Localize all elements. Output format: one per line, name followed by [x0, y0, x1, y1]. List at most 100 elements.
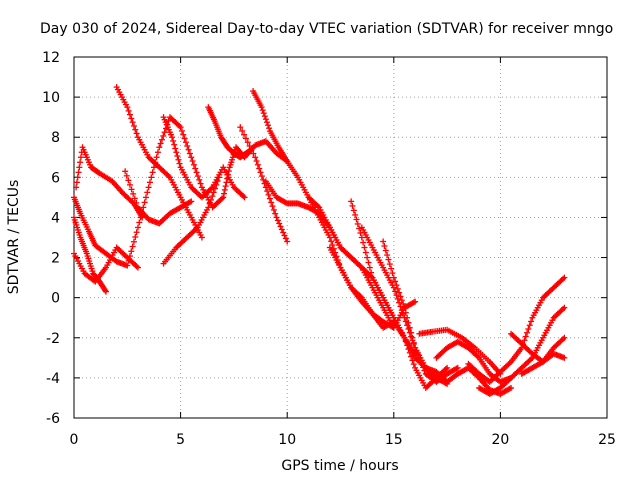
y-axis-label: SDTVAR / TECUs [6, 180, 22, 295]
data-point [186, 150, 193, 157]
data-point [276, 220, 283, 227]
data-point [129, 199, 136, 206]
data-point [404, 314, 411, 321]
data-point [241, 131, 248, 138]
data-point [130, 190, 137, 197]
data-point [561, 334, 568, 341]
data-point [182, 139, 189, 146]
data-point [221, 186, 228, 193]
data-point [188, 198, 195, 205]
data-point [266, 125, 273, 132]
data-point [185, 146, 192, 153]
data-point [384, 252, 391, 259]
data-point [133, 130, 140, 137]
data-point [214, 178, 221, 185]
data-point [561, 304, 568, 311]
data-point [213, 181, 220, 188]
data-point [257, 169, 264, 176]
data-point [506, 385, 513, 392]
data-point [169, 134, 176, 141]
data-point [560, 275, 567, 282]
data-point [102, 287, 109, 294]
data-point [122, 168, 129, 175]
data-point [244, 139, 251, 146]
data-point [130, 122, 137, 129]
data-point [128, 115, 135, 122]
data-point [189, 158, 196, 165]
data-point [130, 238, 137, 245]
data-point [361, 244, 368, 251]
data-point [146, 179, 153, 186]
data-point [173, 149, 180, 156]
data-point [193, 225, 200, 232]
data-point [240, 193, 247, 200]
data-point [128, 186, 135, 193]
data-point [348, 198, 355, 205]
y-tick-label: 4 [51, 210, 60, 226]
data-point [244, 149, 251, 156]
data-point [398, 297, 405, 304]
x-tick-label: 0 [70, 432, 79, 448]
data-point [176, 122, 183, 129]
series-track-11 [237, 124, 291, 245]
data-point [561, 274, 568, 281]
data-point [400, 310, 407, 317]
data-point [73, 179, 80, 186]
data-point [270, 206, 277, 213]
series-track-8 [160, 174, 222, 267]
y-tick-label: 12 [42, 50, 60, 66]
data-point [353, 216, 360, 223]
data-point [414, 351, 421, 358]
data-point [184, 142, 191, 149]
data-point [522, 333, 529, 340]
data-point [277, 223, 284, 230]
data-point [278, 226, 285, 233]
data-point [508, 384, 515, 391]
data-point [364, 254, 371, 261]
x-tick-label: 15 [385, 432, 403, 448]
series-track-6 [122, 168, 195, 227]
data-point [250, 150, 257, 157]
data-point [521, 337, 528, 344]
data-point [145, 184, 152, 191]
data-point [474, 353, 481, 360]
data-point [358, 234, 365, 241]
data-point [284, 238, 291, 245]
data-point [326, 234, 333, 241]
data-point [77, 154, 84, 161]
data-point [401, 304, 408, 311]
data-point [246, 142, 253, 149]
data-point [218, 195, 225, 202]
data-point [171, 141, 178, 148]
data-point [148, 174, 155, 181]
data-point [417, 357, 424, 364]
data-point [256, 165, 263, 172]
data-point [188, 154, 195, 161]
data-point [133, 229, 140, 236]
data-point [264, 188, 271, 195]
data-point [178, 127, 185, 134]
data-point [409, 334, 416, 341]
data-point [560, 336, 567, 343]
y-tick-label: 6 [51, 170, 60, 186]
data-point [259, 107, 266, 114]
tick-labels: 0 5 10 15 20 25 -6 -4 -2 0 2 4 6 8 10 12 [42, 50, 616, 448]
data-point [160, 132, 167, 139]
data-point [314, 203, 321, 210]
data-point [354, 220, 361, 227]
data-point [265, 122, 272, 129]
data-point [442, 366, 449, 373]
data-point [260, 110, 267, 117]
data-point [352, 211, 359, 218]
data-point [412, 344, 419, 351]
series-track-1 [71, 114, 291, 269]
data-point [132, 126, 139, 133]
data-point [368, 269, 375, 276]
series-track-7 [160, 114, 248, 201]
data-point [408, 329, 415, 336]
series-track-19 [422, 364, 515, 397]
data-point [175, 156, 182, 163]
data-point [134, 224, 141, 231]
data-point [400, 300, 407, 307]
x-axis-label: GPS time / hours [281, 458, 398, 474]
